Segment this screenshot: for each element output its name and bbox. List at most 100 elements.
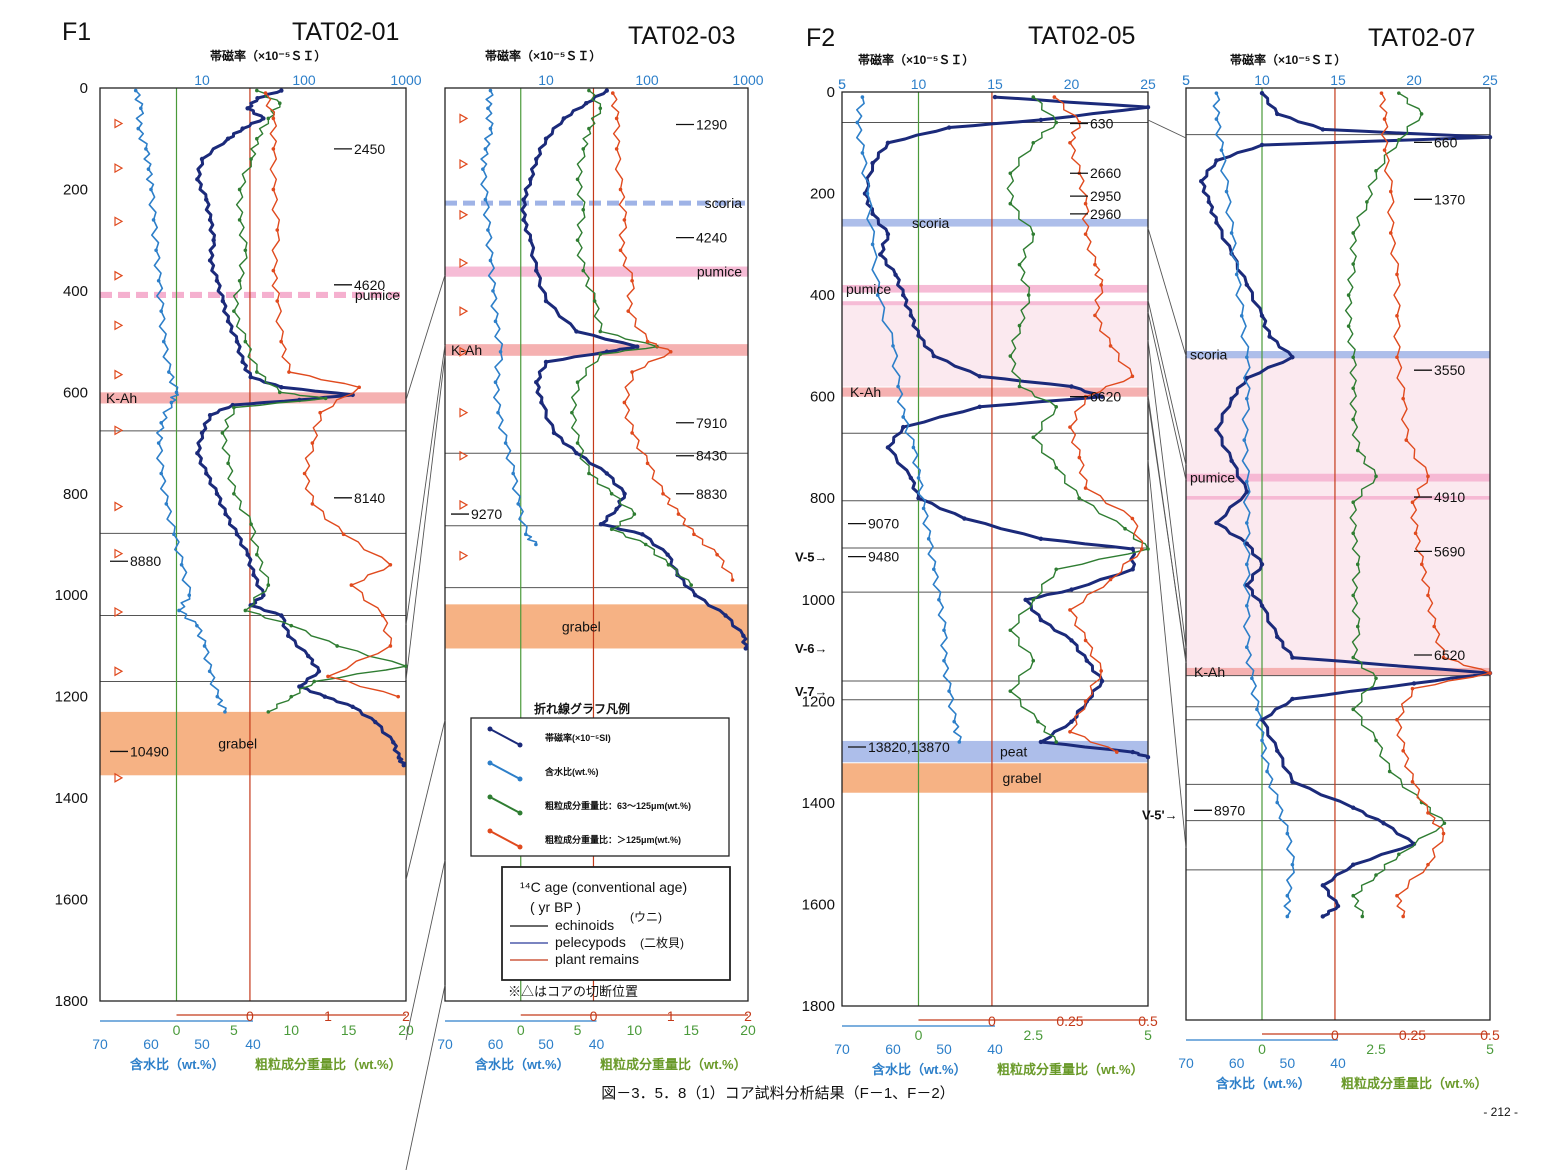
cut-triangle [114, 270, 124, 281]
data-point-sus [1290, 355, 1295, 360]
data-point-water [172, 532, 176, 537]
core-title: TAT02-01 [292, 18, 399, 46]
data-point-sus [1259, 142, 1265, 148]
data-point-c63 [237, 218, 242, 222]
data-point-water [1285, 893, 1290, 898]
data-point-water [167, 370, 171, 374]
band-label: pumice [697, 264, 742, 280]
depth-tick-label: 0 [80, 80, 88, 97]
data-point-water [159, 420, 163, 425]
data-point-c63 [575, 238, 580, 242]
data-point-sus [211, 237, 216, 243]
data-point-c63 [1351, 231, 1355, 235]
coarse63-tick-label: 15 [341, 1022, 357, 1038]
data-point-sus [240, 126, 245, 131]
data-point-water [156, 278, 161, 283]
data-point-sus [1259, 313, 1265, 319]
data-point-sus [893, 272, 898, 277]
age-legend-title: ¹⁴C age (conventional age) [520, 879, 687, 895]
depth-tick-label: 200 [810, 186, 835, 203]
coarse125-tick-label: 0 [1331, 1027, 1339, 1043]
data-point-c63 [575, 441, 580, 445]
cut-triangle [459, 159, 469, 170]
water-axis-label: 含水比（wt.%） [474, 1057, 570, 1072]
data-point-c63 [1397, 852, 1401, 857]
correlation-line [1147, 399, 1187, 661]
data-point-sus [908, 475, 914, 481]
cut-triangle [459, 550, 469, 561]
depth-tick-label: 400 [63, 283, 88, 300]
top-tick-label: 10 [538, 72, 554, 88]
data-point-sus [207, 412, 213, 418]
data-point-c125 [668, 349, 673, 354]
data-point-c125 [692, 532, 696, 537]
data-point-sus [245, 106, 250, 111]
data-point-c125 [1108, 344, 1113, 348]
data-point-c125 [1388, 189, 1393, 194]
data-point-c63 [592, 299, 597, 303]
band-pumice [1186, 496, 1490, 500]
age-label: 6520 [1434, 647, 1465, 663]
data-point-water [133, 88, 138, 93]
data-point-c125 [1083, 486, 1088, 490]
data-point-c125 [279, 339, 283, 344]
data-point-sus [306, 653, 311, 659]
depth-tick-label: 1800 [55, 993, 88, 1010]
group-label: F1 [62, 18, 91, 46]
water-tick-label: 60 [488, 1036, 504, 1052]
data-point-sus [1290, 696, 1295, 702]
data-point-c63 [1031, 140, 1036, 145]
legend-swatch-dot [487, 760, 493, 766]
depth-tick-label: 1400 [802, 795, 835, 812]
band-kah [445, 344, 748, 356]
data-point-water [942, 658, 946, 663]
data-point-sus [199, 156, 205, 162]
data-point-c125 [614, 147, 619, 151]
data-point-c63 [1123, 526, 1127, 531]
age-label: 2450 [354, 141, 385, 157]
coarse63-tick-label: 0 [915, 1027, 923, 1043]
data-point-c63 [1008, 201, 1013, 206]
depth-tick-label: 1200 [802, 693, 835, 710]
data-point-c63 [1077, 496, 1081, 501]
data-point-c63 [255, 370, 259, 374]
data-point-c125 [1130, 374, 1135, 379]
data-point-c125 [1426, 811, 1430, 815]
water-tick-label: 70 [437, 1036, 453, 1052]
data-point-water [486, 106, 490, 111]
age-label: 9270 [471, 506, 502, 522]
band-label: grabel [218, 736, 257, 752]
data-point-water [1242, 438, 1247, 442]
water-tick-label: 70 [92, 1036, 108, 1052]
data-point-water [174, 390, 179, 395]
data-point-water [491, 289, 495, 293]
data-point-water [937, 597, 941, 602]
data-point-sus [534, 268, 539, 273]
data-point-sus [1069, 638, 1074, 643]
data-point-c125 [1083, 232, 1088, 236]
data-point-sus [1199, 179, 1204, 184]
data-point-water [146, 167, 151, 171]
data-point-c125 [1052, 95, 1057, 99]
band-label: K-Ah [451, 342, 482, 358]
cut-triangle [114, 772, 124, 783]
depth-tick-label: 0 [827, 84, 835, 101]
data-point-water [215, 694, 220, 699]
data-point-c125 [1395, 355, 1399, 360]
top-tick-label: 5 [838, 76, 846, 92]
data-point-water [911, 445, 916, 450]
water-axis-label: 含水比（wt.%） [871, 1062, 967, 1077]
top-tick-label: 10 [1254, 72, 1270, 88]
data-point-sus [604, 88, 610, 93]
data-point-sus [1244, 282, 1250, 287]
data-point-sus [992, 94, 998, 100]
data-point-water [947, 689, 951, 693]
correlation-line [405, 354, 446, 681]
coarse-axis-label: 粗粒成分重量比（wt.%） [997, 1062, 1144, 1077]
age-label: 3550 [1434, 362, 1465, 378]
data-point-sus [534, 379, 539, 385]
data-point-c63 [1054, 120, 1058, 125]
data-point-c63 [1374, 169, 1378, 173]
data-point-sus [199, 430, 205, 436]
data-point-c63 [1419, 112, 1424, 116]
